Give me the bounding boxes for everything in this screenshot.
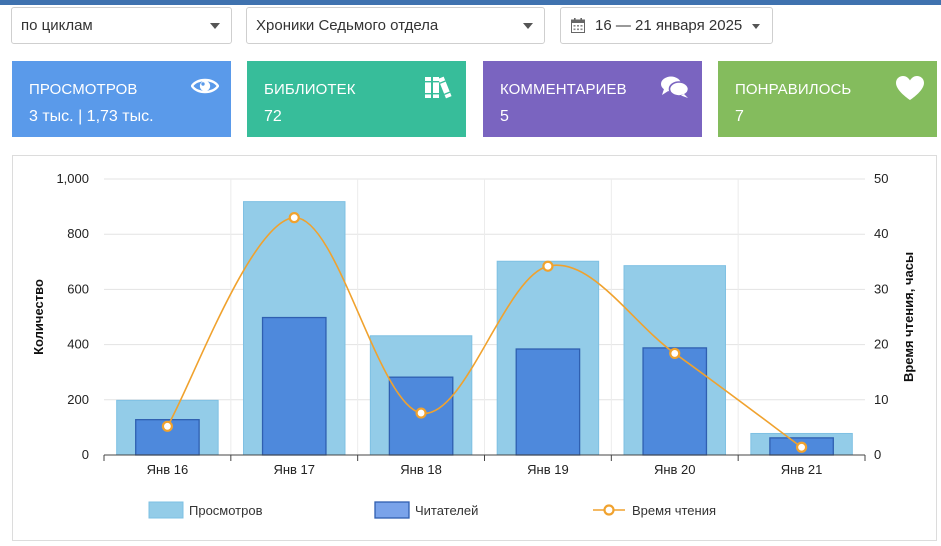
y-tick-label: 400 [67,337,89,352]
reading-time-point [288,212,300,224]
y-tick-label: 0 [82,447,89,462]
stat-card-label: БИБЛИОТЕК [264,81,356,98]
cycle-select[interactable]: по циклам [11,7,232,44]
stats-chart: 0 0 200 10 400 20 600 30 800 40 1,000 50 Янв 16 Янв 1… [31,171,916,519]
chevron-down-icon [752,24,760,29]
y2-tick-label: 30 [874,281,888,296]
stat-card-value: 72 [264,108,282,125]
books-icon [424,75,454,104]
eye-icon [190,75,220,102]
stat-card-label: ПРОСМОТРОВ [29,81,138,98]
bar-readers [515,348,581,456]
x-tick-label: Янв 18 [400,462,442,477]
reading-time-point [415,407,427,419]
y2-tick-label: 20 [874,337,888,352]
y-tick-label: 200 [67,392,89,407]
stat-card-value: 7 [735,108,744,125]
bar-readers [642,347,708,456]
legend-label-reading-time: Время чтения [632,503,716,518]
stat-card-value: 5 [500,108,509,125]
legend-marker-reading-time [603,504,615,516]
comments-icon [660,75,690,104]
book-select[interactable]: Хроники Седьмого отдела [246,7,545,44]
bar-readers [261,316,327,456]
y-tick-label: 600 [67,281,89,296]
y2-tick-label: 50 [874,171,888,186]
legend-label-views: Просмотров [189,503,263,518]
y-tick-label: 800 [67,226,89,241]
chevron-down-icon [523,23,533,29]
x-tick-label: Янв 19 [527,462,569,477]
legend-label-readers: Читателей [415,503,478,518]
top-accent-bar [0,0,941,5]
reading-time-point [542,260,554,272]
stat-card-libraries: БИБЛИОТЕК 72 [247,61,466,137]
date-range-value: 16 — 21 января 2025 [595,17,743,34]
y2-tick-label: 40 [874,226,888,241]
stat-card-value: 3 тыс. | 1,73 тыс. [29,108,154,125]
date-range-picker[interactable]: 16 — 21 января 2025 [560,7,773,44]
heart-icon [895,75,925,106]
reading-time-point [795,441,808,453]
calendar-icon [571,18,585,33]
x-tick-label: Янв 16 [147,462,189,477]
stat-card-comments: КОММЕНТАРИЕВ 5 [483,61,702,137]
stats-chart-panel: 0 0 200 10 400 20 600 30 800 40 1,000 50 Янв 16 Янв 1… [12,155,937,541]
y2-axis-title: Время чтения, часы [901,252,916,382]
x-tick-label: Янв 20 [654,462,696,477]
x-tick-label: Янв 21 [781,462,823,477]
y-tick-label: 1,000 [56,171,89,186]
reading-time-point [161,420,174,432]
stat-card-label: КОММЕНТАРИЕВ [500,81,627,98]
y2-tick-label: 10 [874,392,888,407]
legend-swatch-readers [374,501,410,519]
y2-tick-label: 0 [874,447,881,462]
cycle-select-value: по циклам [21,17,93,34]
book-select-value: Хроники Седьмого отдела [256,17,439,34]
chevron-down-icon [210,23,220,29]
y-axis-title: Количество [31,279,46,355]
reading-time-point [669,347,681,360]
stat-card-likes: ПОНРАВИЛОСЬ 7 [718,61,937,137]
stat-card-views: ПРОСМОТРОВ 3 тыс. | 1,73 тыс. [12,61,231,137]
stat-card-label: ПОНРАВИЛОСЬ [735,81,852,98]
legend-swatch-views [148,501,184,519]
x-tick-label: Янв 17 [273,462,315,477]
